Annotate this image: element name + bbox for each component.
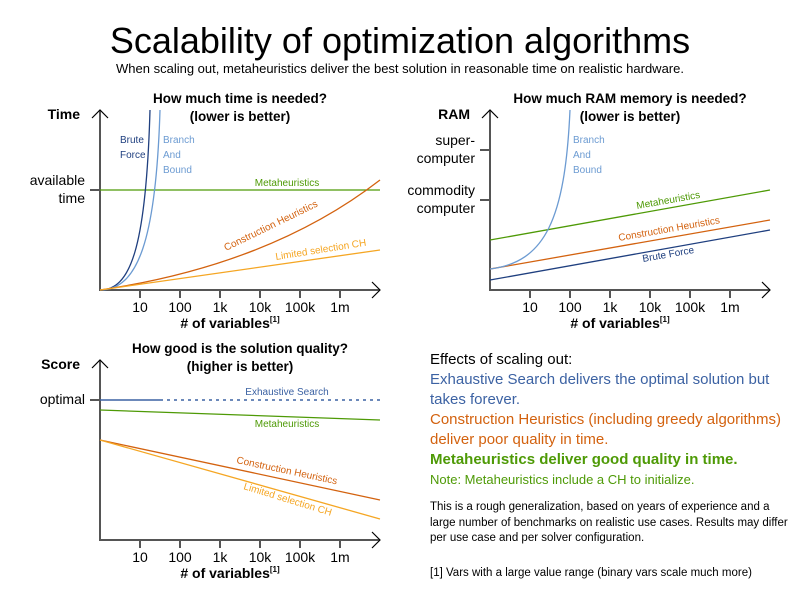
x-tick-label: 1m — [330, 549, 349, 565]
series-label-branch-and-bound: Bound — [573, 165, 602, 176]
y-axis-label: Score — [41, 356, 80, 372]
series-construction-heuristics — [489, 219, 771, 270]
series-label-branch-and-bound: Branch — [573, 135, 605, 146]
x-axis-arrow-icon — [371, 281, 381, 299]
y-axis-label: RAM — [438, 106, 470, 122]
series-label-brute-force: Brute — [120, 135, 144, 146]
series-brute-force — [489, 229, 771, 281]
series-label-branch-and-bound: And — [163, 150, 181, 161]
x-axis-arrow-icon — [761, 281, 771, 299]
effects-panel: Effects of scaling out: Exhaustive Searc… — [430, 350, 790, 490]
x-tick-label: 10k — [249, 299, 273, 315]
x-tick-label: 1k — [213, 549, 229, 565]
y-tick-label: computer — [417, 150, 476, 166]
disclaimer: This is a rough generalization, based on… — [430, 501, 788, 544]
series-metaheuristics — [99, 409, 381, 421]
page-title: Scalability of optimization algorithms — [109, 20, 691, 61]
series-label-metaheuristics: Metaheuristics — [255, 419, 319, 430]
y-axis-arrow-icon — [91, 109, 109, 119]
x-tick-label: 10k — [639, 299, 663, 315]
series-label-exhaustive-search: Exhaustive Search — [245, 387, 328, 398]
y-tick-label: available — [30, 172, 85, 188]
effects-heading: Effects of scaling out: — [430, 351, 573, 368]
x-tick-label: 100 — [168, 299, 192, 315]
x-tick-label: 100 — [558, 299, 582, 315]
x-axis-label: # of variables[1] — [570, 315, 670, 331]
x-tick-label: 10 — [522, 299, 538, 315]
y-tick-label: optimal — [40, 391, 85, 407]
footnote: [1] Vars with a large value range (binar… — [430, 567, 752, 579]
x-tick-label: 10k — [249, 549, 273, 565]
series-limited-selection-ch — [99, 249, 381, 291]
effects-exhaustive: Exhaustive Search delivers the optimal s… — [430, 371, 770, 408]
effects-note: Note: Metaheuristics include a CH to ini… — [430, 472, 695, 487]
x-tick-label: 10 — [132, 549, 148, 565]
series-label-branch-and-bound: Branch — [163, 135, 195, 146]
series-label-construction-heuristics: Construction Heuristics — [618, 215, 721, 244]
series-label-brute-force: Force — [120, 150, 146, 161]
chart-title: How much RAM memory is needed? — [513, 91, 746, 106]
series-construction-heuristics — [99, 439, 381, 501]
x-tick-label: 100k — [675, 299, 706, 315]
chart-title: (lower is better) — [190, 109, 291, 124]
x-axis-arrow-icon — [371, 531, 381, 549]
series-limited-selection-ch — [99, 439, 381, 520]
y-tick-label: commodity — [407, 182, 475, 198]
series-metaheuristics — [489, 189, 771, 241]
y-tick-label: super- — [435, 132, 475, 148]
x-tick-label: 1k — [603, 299, 619, 315]
x-tick-label: 100k — [285, 549, 316, 565]
x-axis-label: # of variables[1] — [180, 315, 280, 331]
series-label-branch-and-bound: Bound — [163, 165, 192, 176]
y-tick-label: computer — [417, 200, 476, 216]
page-subtitle: When scaling out, metaheuristics deliver… — [116, 61, 684, 76]
series-label-limited-selection-ch: Limited selection CH — [275, 238, 367, 263]
effects-meta: Metaheuristics deliver good quality in t… — [430, 451, 738, 468]
series-label-construction-heuristics: Construction Heuristics — [222, 199, 319, 254]
x-tick-label: 1m — [330, 299, 349, 315]
chart-title: (lower is better) — [580, 109, 681, 124]
chart-title: How much time is needed? — [153, 91, 327, 106]
series-label-metaheuristics: Metaheuristics — [255, 178, 319, 189]
x-tick-label: 1k — [213, 299, 229, 315]
y-axis-arrow-icon — [481, 109, 499, 119]
x-tick-label: 1m — [720, 299, 739, 315]
y-axis-label: Time — [48, 106, 81, 122]
effects-construction: Construction Heuristics (including greed… — [430, 411, 781, 448]
series-label-branch-and-bound: And — [573, 150, 591, 161]
axes — [99, 360, 380, 541]
x-tick-label: 100 — [168, 549, 192, 565]
y-tick-label: time — [59, 190, 86, 206]
chart-title: How good is the solution quality? — [132, 341, 348, 356]
x-tick-label: 10 — [132, 299, 148, 315]
series-construction-heuristics — [99, 179, 381, 291]
axes — [489, 110, 770, 291]
chart-title: (higher is better) — [187, 359, 294, 374]
x-tick-label: 100k — [285, 299, 316, 315]
x-axis-label: # of variables[1] — [180, 565, 280, 581]
y-axis-arrow-icon — [91, 359, 109, 369]
series-branch-and-bound — [489, 109, 571, 270]
